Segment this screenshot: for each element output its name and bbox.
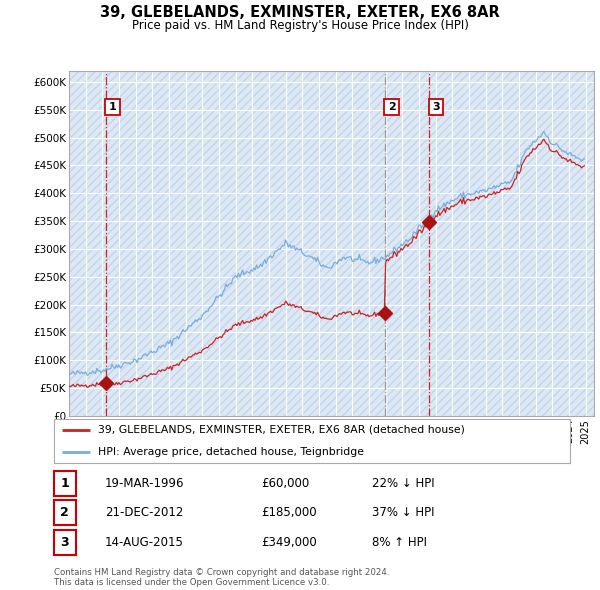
Text: 3: 3 (432, 102, 439, 112)
Text: 39, GLEBELANDS, EXMINSTER, EXETER, EX6 8AR (detached house): 39, GLEBELANDS, EXMINSTER, EXETER, EX6 8… (98, 425, 465, 435)
Text: Contains HM Land Registry data © Crown copyright and database right 2024.
This d: Contains HM Land Registry data © Crown c… (54, 568, 389, 587)
Text: 19-MAR-1996: 19-MAR-1996 (105, 477, 185, 490)
Text: 37% ↓ HPI: 37% ↓ HPI (372, 506, 434, 519)
Text: 2: 2 (61, 506, 69, 519)
Text: Price paid vs. HM Land Registry's House Price Index (HPI): Price paid vs. HM Land Registry's House … (131, 19, 469, 32)
Text: 1: 1 (109, 102, 116, 112)
Text: £349,000: £349,000 (261, 536, 317, 549)
Text: 21-DEC-2012: 21-DEC-2012 (105, 506, 184, 519)
Text: 1: 1 (61, 477, 69, 490)
Text: 8% ↑ HPI: 8% ↑ HPI (372, 536, 427, 549)
Text: 39, GLEBELANDS, EXMINSTER, EXETER, EX6 8AR: 39, GLEBELANDS, EXMINSTER, EXETER, EX6 8… (100, 5, 500, 19)
Text: £60,000: £60,000 (261, 477, 309, 490)
Text: 14-AUG-2015: 14-AUG-2015 (105, 536, 184, 549)
Text: 3: 3 (61, 536, 69, 549)
Text: HPI: Average price, detached house, Teignbridge: HPI: Average price, detached house, Teig… (98, 447, 364, 457)
Text: 2: 2 (388, 102, 395, 112)
Text: £185,000: £185,000 (261, 506, 317, 519)
Text: 22% ↓ HPI: 22% ↓ HPI (372, 477, 434, 490)
